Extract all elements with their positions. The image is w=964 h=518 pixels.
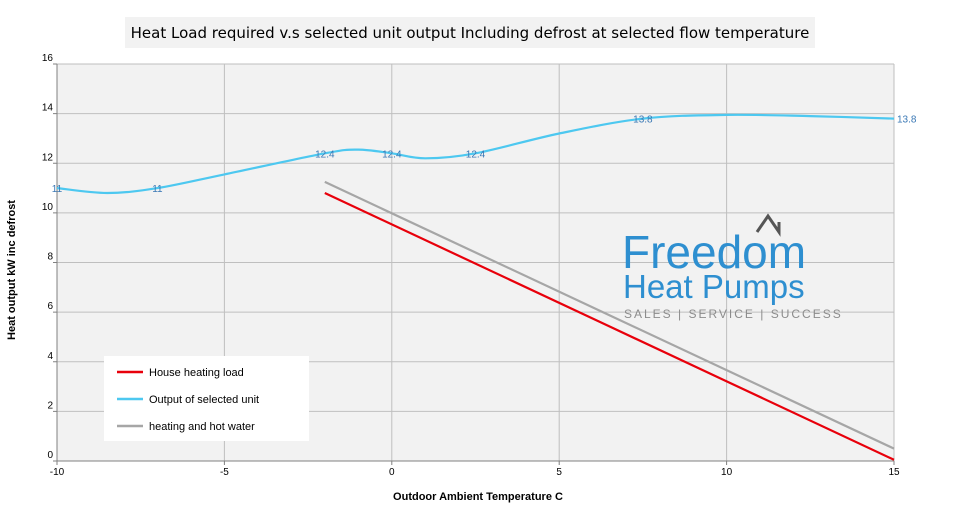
legend-entry: House heating load [149,367,244,379]
y-tick-label: 6 [47,301,53,312]
legend-entry: heating and hot water [149,421,255,433]
x-tick-label: -10 [50,467,65,478]
brand-logo: Freedom Heat Pumps SALES | SERVICE | SUC… [622,213,843,321]
x-tick-label: -5 [220,467,229,478]
y-tick-label: 16 [42,53,54,64]
chart-title: Heat Load required v.s selected unit out… [125,17,815,48]
data-label: 13.8 [897,115,917,126]
series-layer [56,113,895,461]
y-tick-label: 14 [42,103,54,114]
data-label: 13.8 [633,115,653,126]
y-tick-label: 2 [47,400,53,411]
y-tick-label: 8 [47,252,53,263]
series-line-output-of-selected-unit [56,113,895,195]
brand-subname: Heat Pumps [623,268,805,305]
legend: House heating load Output of selected uni… [104,356,309,441]
data-label: 12.4 [382,149,402,160]
series-line-heating-and-hot-water [324,180,895,450]
x-tick-label: 5 [556,467,562,478]
y-tick-label: 10 [42,202,54,213]
data-label: 11 [52,184,63,195]
data-label: 12.4 [466,149,486,160]
data-labels: 11 11 12.4 12.4 12.4 13.8 13.8 [52,115,917,195]
roof-icon [755,213,781,237]
tick-labels: 0 2 4 6 8 10 12 14 16 -10 -5 0 5 10 15 [42,53,900,478]
y-tick-label: 0 [47,450,53,461]
x-tick-label: 15 [888,467,900,478]
legend-entry: Output of selected unit [149,394,259,406]
y-axis-title: Heat output kW inc defrost [6,200,18,340]
data-label: 11 [152,184,163,195]
brand-tagline: SALES | SERVICE | SUCCESS [624,307,843,321]
x-tick-label: 10 [721,467,733,478]
axes [53,63,895,465]
x-tick-label: 0 [389,467,395,478]
x-axis-title: Outdoor Ambient Temperature C [393,491,563,503]
brand-name: Freedom [622,226,806,278]
y-tick-label: 4 [47,351,53,362]
series-line-house-heating-load [324,192,895,461]
data-label: 12.4 [315,149,335,160]
y-tick-label: 12 [42,152,54,163]
